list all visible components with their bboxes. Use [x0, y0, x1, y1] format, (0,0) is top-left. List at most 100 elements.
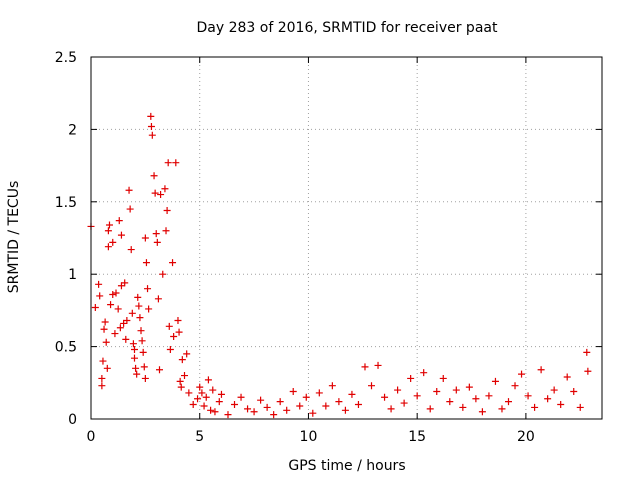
data-point [387, 405, 395, 413]
data-point [576, 403, 584, 411]
data-point [100, 325, 108, 333]
data-point [185, 389, 193, 397]
data-point [176, 377, 184, 385]
data-point [145, 305, 153, 313]
x-tick-label: 15 [408, 429, 426, 445]
data-point [132, 364, 140, 372]
data-point [148, 131, 156, 139]
data-point [142, 259, 150, 267]
x-axis-label: GPS time / hours [288, 458, 405, 474]
data-point [394, 386, 402, 394]
data-point [98, 374, 106, 382]
data-point [128, 309, 136, 317]
data-point [129, 340, 137, 348]
data-point [155, 366, 163, 374]
data-point [194, 395, 202, 403]
data-point [198, 389, 206, 397]
data-point [109, 290, 117, 298]
chart-title: Day 283 of 2016, SRMTID for receiver paa… [197, 20, 498, 36]
data-point [459, 403, 467, 411]
data-point [563, 373, 571, 381]
data-point [498, 405, 506, 413]
data-point [257, 396, 265, 404]
y-tick-label: 0 [68, 412, 77, 428]
data-point [263, 403, 271, 411]
data-point [354, 401, 362, 409]
data-point [368, 382, 376, 390]
x-tick-label: 10 [300, 429, 318, 445]
data-point [109, 238, 117, 246]
data-point [524, 392, 532, 400]
data-point [544, 395, 552, 403]
data-point [157, 191, 165, 199]
data-point [153, 238, 161, 246]
y-tick-label: 2.5 [55, 50, 77, 66]
data-point [400, 399, 408, 407]
data-point [107, 301, 115, 309]
data-point [465, 383, 473, 391]
data-point [200, 402, 208, 410]
data-point [439, 374, 447, 382]
data-point [491, 377, 499, 385]
data-point [123, 317, 131, 325]
data-point [478, 408, 486, 416]
y-tick-label: 2 [68, 122, 77, 138]
data-point [141, 374, 149, 382]
data-point [154, 295, 162, 303]
data-point [169, 259, 177, 267]
data-point [166, 345, 174, 353]
data-point [175, 328, 183, 336]
data-point [161, 185, 169, 193]
data-point [328, 382, 336, 390]
x-tick-label: 5 [195, 429, 204, 445]
data-point [121, 279, 129, 287]
data-point [452, 386, 460, 394]
data-point [315, 389, 323, 397]
data-point [537, 366, 545, 374]
data-point [322, 402, 330, 410]
data-point [111, 330, 119, 338]
gridlines [91, 57, 602, 419]
data-point [413, 392, 421, 400]
data-point [504, 398, 512, 406]
data-point [144, 285, 152, 293]
data-point [96, 292, 104, 300]
data-point [196, 383, 204, 391]
data-point [126, 205, 134, 213]
data-point [485, 392, 493, 400]
data-point [170, 332, 178, 340]
data-point [139, 348, 147, 356]
data-point [116, 324, 124, 332]
data-point [244, 405, 252, 413]
data-point [231, 401, 239, 409]
data-point [407, 374, 415, 382]
data-point [189, 401, 197, 409]
data-point [99, 357, 107, 365]
data-point [570, 387, 578, 395]
data-point [270, 411, 278, 419]
data-point [130, 354, 138, 362]
data-point [237, 393, 245, 401]
data-point [178, 356, 186, 364]
data-point [361, 363, 369, 371]
data-point [125, 186, 133, 194]
plot-frame [90, 56, 603, 420]
data-point [215, 398, 223, 406]
data-point [583, 348, 591, 356]
data-point [204, 376, 212, 384]
data-point [164, 159, 172, 167]
data-point [446, 398, 454, 406]
y-tick-label: 1.5 [55, 195, 77, 211]
data-point [348, 390, 356, 398]
data-point [147, 112, 155, 120]
data-point [163, 206, 171, 214]
data-point [211, 408, 219, 416]
data-point [472, 395, 480, 403]
data-point [420, 369, 428, 377]
x-tick-label: 20 [517, 429, 535, 445]
data-point [114, 305, 122, 313]
data-point [127, 246, 135, 254]
data-point [140, 363, 148, 371]
data-point [102, 338, 110, 346]
